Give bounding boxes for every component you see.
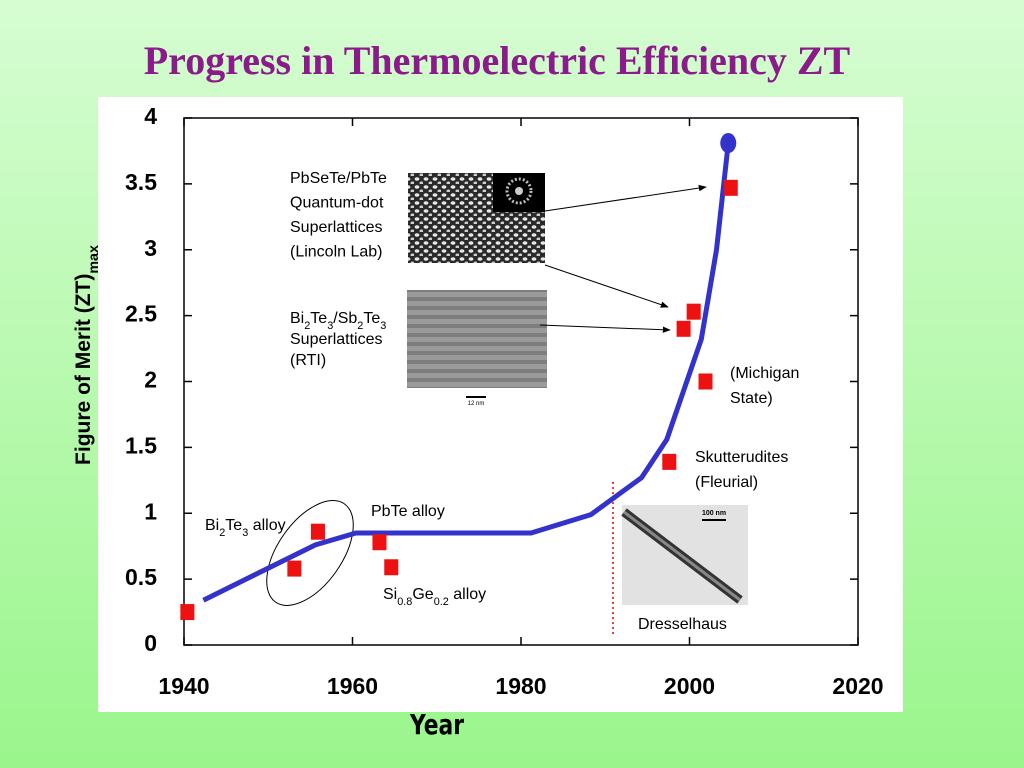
annotation-part: PbTe alloy xyxy=(371,503,445,520)
annotation-part: Bi xyxy=(205,517,219,534)
annotation-part: Si xyxy=(383,586,397,603)
trend-line xyxy=(202,142,731,603)
annotation-part: 2 xyxy=(219,527,225,539)
slide-title: Progress in Thermoelectric Efficiency ZT xyxy=(144,38,851,83)
annotation-part: PbSeTe/PbTe xyxy=(290,170,387,187)
annotation: (Fleurial) xyxy=(695,474,758,491)
x-tick-label: 1980 xyxy=(495,673,546,699)
annotation-part: alloy xyxy=(449,586,486,603)
data-point xyxy=(686,303,701,320)
annotation: PbSeTe/PbTe xyxy=(290,170,387,187)
x-axis-label: Year xyxy=(409,708,465,740)
y-tick-label: 1.5 xyxy=(125,432,157,458)
data-point xyxy=(384,559,399,576)
y-tick-label: 2.5 xyxy=(125,301,157,327)
annotation: Bi2Te3 alloy xyxy=(205,517,286,539)
data-point xyxy=(287,560,302,577)
annotation: Dresselhaus xyxy=(638,616,727,633)
data-point xyxy=(372,534,387,551)
annotation: PbTe alloy xyxy=(371,503,445,520)
annotation-part: (RTI) xyxy=(290,352,326,369)
y-tick-label: 3 xyxy=(144,235,157,261)
y-tick-label: 3.5 xyxy=(125,169,157,195)
annotation-part: (Lincoln Lab) xyxy=(290,244,383,261)
annotation-part: alloy xyxy=(248,517,285,534)
annotation: Skutterudites xyxy=(695,449,788,466)
y-axis-label-part: Figure of Merit (ZT) xyxy=(72,274,95,465)
annotation: Si0.8Ge0.2 alloy xyxy=(383,586,486,608)
annotation-part: State) xyxy=(730,390,773,407)
annotation-part: (Michigan xyxy=(730,365,799,382)
annotation: State) xyxy=(730,390,773,407)
annotation-part: /Sb xyxy=(333,310,357,327)
y-tick-label: 0 xyxy=(144,630,157,656)
annotation-part: (Fleurial) xyxy=(695,474,758,491)
data-point xyxy=(698,373,713,390)
data-point xyxy=(180,604,195,621)
annotation-part: Quantum-dot xyxy=(290,195,384,212)
annotation-part: Bi xyxy=(290,310,304,327)
data-point xyxy=(310,523,325,540)
annotation-part: 2 xyxy=(304,320,310,332)
x-tick-label: 2000 xyxy=(664,673,715,699)
y-tick-label: 4 xyxy=(144,103,157,129)
arrow xyxy=(544,264,669,308)
annotation-part: Te xyxy=(225,517,242,534)
data-point xyxy=(662,453,677,470)
trend-end-dot xyxy=(720,133,737,154)
annotation: Bi2Te3/Sb2Te3 xyxy=(290,310,386,332)
data-point xyxy=(723,179,738,196)
x-tick-label: 1940 xyxy=(158,673,209,699)
inset-superlattice: 12 nm xyxy=(407,290,547,407)
annotation: (Michigan xyxy=(730,365,799,382)
annotation: Superlattices xyxy=(290,331,383,348)
scale-label: 12 nm xyxy=(468,401,485,407)
y-tick-label: 2 xyxy=(144,367,157,393)
annotation-part: Ge xyxy=(412,586,433,603)
annotation-part: Skutterudites xyxy=(695,449,788,466)
y-axis-label-part: max xyxy=(86,245,102,274)
inset-quantum-dot xyxy=(408,173,545,263)
annotation-part: Superlattices xyxy=(290,219,383,236)
y-tick-label: 1 xyxy=(144,498,157,524)
arrow xyxy=(544,184,707,212)
x-tick-label: 2020 xyxy=(832,673,883,699)
annotation: Quantum-dot xyxy=(290,195,384,212)
y-axis-label: Figure of Merit (ZT)max xyxy=(72,245,102,465)
data-point xyxy=(676,320,691,337)
annotation-part: Te xyxy=(310,310,327,327)
annotation-part: 3 xyxy=(242,527,248,539)
y-tick-label: 0.5 xyxy=(125,564,157,590)
annotation-part: 0.8 xyxy=(397,596,412,608)
annotation: (Lincoln Lab) xyxy=(290,244,383,261)
scale-label: 100 nm xyxy=(702,510,726,517)
highlight-ellipse xyxy=(266,500,354,606)
annotation-part: 2 xyxy=(357,320,363,332)
x-tick-label: 1960 xyxy=(327,673,378,699)
annotation-part: Dresselhaus xyxy=(638,616,727,633)
arrow xyxy=(539,324,671,333)
annotation-part: 3 xyxy=(327,320,333,332)
annotation-part: Te xyxy=(363,310,380,327)
inset-nanowire: 100 nm xyxy=(621,505,748,605)
annotation: Superlattices xyxy=(290,219,383,236)
annotation-part: Superlattices xyxy=(290,331,383,348)
annotation-part: 3 xyxy=(380,320,386,332)
annotation: (RTI) xyxy=(290,352,326,369)
annotation-part: 0.2 xyxy=(434,596,449,608)
